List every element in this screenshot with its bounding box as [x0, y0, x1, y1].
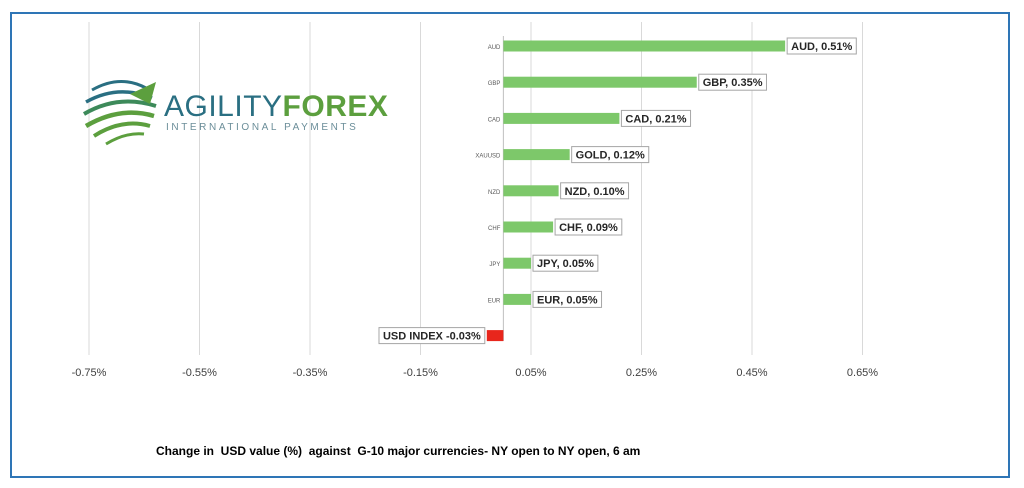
x-tick-label: -0.35% — [293, 367, 328, 379]
bar — [503, 76, 697, 88]
y-category-label: XAUUSD — [475, 154, 501, 160]
logo-agility: AGILITY — [164, 90, 283, 123]
data-label: NZD, 0.10% — [565, 186, 625, 198]
data-label: GBP, 0.35% — [703, 77, 763, 89]
bar — [486, 330, 504, 342]
y-category-label: EUR — [488, 298, 501, 304]
data-label-box — [554, 218, 623, 236]
bar — [503, 221, 554, 233]
data-label: CHF, 0.09% — [559, 222, 618, 234]
y-category-label: AUD — [488, 45, 501, 51]
y-category-label: CAD — [488, 117, 501, 123]
data-label-box — [620, 109, 692, 127]
data-label-box — [571, 146, 650, 164]
data-label: JPY, 0.05% — [537, 258, 594, 270]
bar — [503, 149, 570, 161]
globe-swoosh-icon — [82, 80, 157, 146]
data-label-box — [532, 290, 603, 308]
x-tick-label: -0.15% — [403, 367, 438, 379]
x-tick-label: 0.05% — [515, 367, 546, 379]
data-label: EUR, 0.05% — [537, 294, 598, 306]
logo-wordmark: AGILITYFOREX — [164, 92, 388, 122]
data-label: CAD, 0.21% — [625, 113, 686, 125]
data-label-box — [560, 182, 630, 200]
data-label: GOLD, 0.12% — [576, 150, 645, 162]
data-label-box — [698, 73, 767, 91]
data-label-box — [378, 327, 486, 345]
logo-tagline: INTERNATIONAL PAYMENTS — [166, 122, 359, 133]
bar — [503, 257, 531, 269]
x-tick-label: 0.25% — [626, 367, 657, 379]
x-tick-label: 0.45% — [736, 367, 767, 379]
logo-forex: FOREX — [282, 90, 389, 123]
data-label-box — [786, 37, 857, 55]
x-tick-label: -0.55% — [182, 367, 217, 379]
x-tick-label: 0.65% — [847, 367, 878, 379]
bar — [503, 293, 531, 305]
data-label-box — [532, 254, 599, 272]
bar — [503, 40, 786, 52]
chart-caption: Change in USD value (%) against G-10 maj… — [156, 444, 641, 458]
bar — [503, 112, 620, 124]
y-category-label: GBP — [488, 81, 501, 87]
y-category-label: NZD — [488, 190, 501, 196]
y-category-label: JPY — [489, 262, 500, 268]
bar — [503, 185, 559, 197]
data-label: AUD, 0.51% — [791, 41, 852, 53]
x-tick-label: -0.75% — [72, 367, 107, 379]
chart-frame — [10, 12, 1010, 478]
data-label: USD INDEX -0.03% — [383, 331, 481, 343]
agility-forex-logo: AGILITYFOREX INTERNATIONAL PAYMENTS — [80, 76, 388, 146]
y-category-label: CHF — [488, 226, 501, 232]
